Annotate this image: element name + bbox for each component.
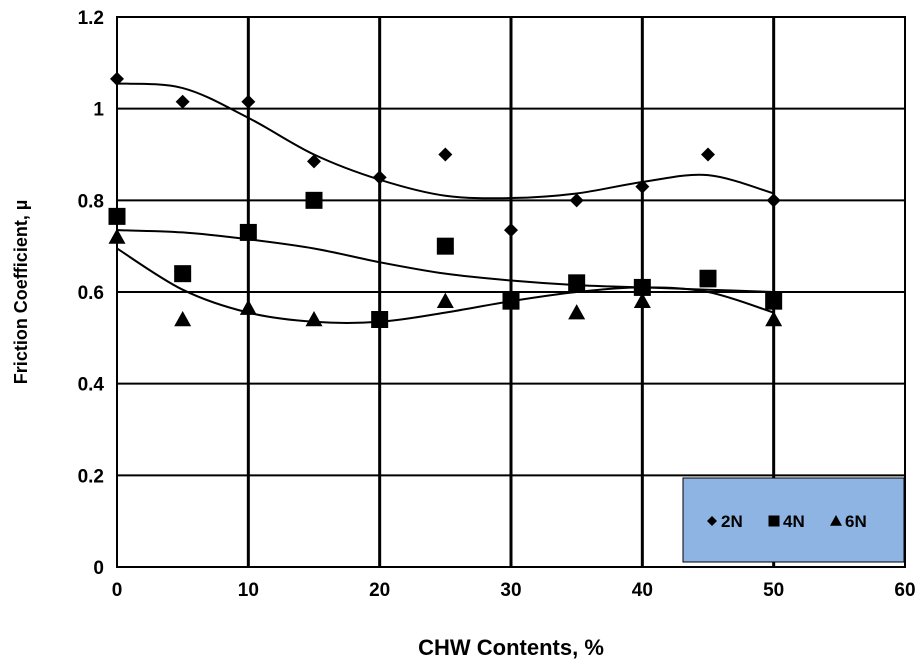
point-6n bbox=[174, 311, 192, 327]
point-6n bbox=[568, 304, 586, 320]
legend-label-4n: 4N bbox=[783, 512, 805, 531]
point-4n bbox=[568, 274, 586, 292]
point-4n bbox=[108, 207, 126, 225]
point-2n bbox=[635, 179, 650, 194]
legend-label-2n: 2N bbox=[721, 512, 743, 531]
trendline-6n bbox=[116, 247, 774, 324]
data-points bbox=[108, 71, 783, 328]
x-tick-label: 10 bbox=[238, 580, 259, 601]
y-axis-title: Friction Coefficient, µ bbox=[11, 200, 31, 384]
y-tick-label: 0.4 bbox=[78, 375, 105, 396]
point-6n bbox=[239, 299, 257, 315]
point-6n bbox=[765, 311, 783, 327]
x-tick-label: 40 bbox=[632, 580, 653, 601]
point-2n bbox=[175, 94, 190, 109]
y-tick-label: 0.2 bbox=[78, 466, 104, 487]
point-6n bbox=[699, 272, 717, 288]
point-2n bbox=[504, 223, 518, 238]
x-axis-title: CHW Contents, % bbox=[418, 635, 604, 660]
legend-marker-4n bbox=[768, 515, 780, 527]
legend-marker-2n bbox=[707, 516, 717, 526]
legend-box bbox=[682, 477, 905, 563]
trendline-2n bbox=[116, 82, 774, 200]
point-6n bbox=[108, 228, 126, 244]
y-tick-label: 1 bbox=[93, 100, 104, 121]
point-4n bbox=[765, 292, 783, 310]
point-2n bbox=[569, 193, 584, 208]
point-2n bbox=[372, 170, 387, 185]
x-tick-label: 20 bbox=[369, 580, 390, 601]
point-6n bbox=[371, 311, 389, 327]
point-6n bbox=[633, 292, 651, 308]
y-tick-labels: 0 0.2 0.4 0.6 0.8 1 1.2 bbox=[78, 8, 105, 579]
point-4n bbox=[436, 237, 454, 255]
x-tick-label: 30 bbox=[500, 580, 521, 601]
point-4n bbox=[239, 223, 257, 241]
point-2n bbox=[110, 71, 124, 86]
x-tick-labels: 0 10 20 30 40 50 60 bbox=[112, 580, 916, 601]
y-tick-label: 0.8 bbox=[78, 191, 104, 212]
point-2n bbox=[307, 154, 321, 169]
trendlines bbox=[116, 82, 774, 324]
legend-label-6n: 6N bbox=[845, 512, 867, 531]
point-4n bbox=[305, 191, 323, 209]
legend-marker-6n bbox=[830, 515, 842, 526]
x-tick-label: 50 bbox=[763, 580, 784, 601]
point-4n bbox=[633, 278, 651, 296]
point-2n bbox=[701, 147, 715, 162]
point-4n bbox=[174, 265, 192, 283]
point-6n bbox=[436, 292, 454, 308]
x-tick-label: 60 bbox=[894, 580, 915, 601]
x-tick-label: 0 bbox=[112, 580, 123, 601]
y-tick-label: 0.6 bbox=[78, 283, 104, 304]
plot-border bbox=[116, 16, 906, 568]
y-tick-label: 1.2 bbox=[78, 8, 104, 29]
legend: 2N 4N 6N bbox=[682, 477, 905, 563]
point-2n bbox=[241, 94, 256, 109]
point-2n bbox=[766, 193, 781, 208]
point-6n bbox=[502, 292, 520, 308]
point-2n bbox=[438, 147, 453, 162]
point-6n bbox=[305, 311, 323, 327]
y-tick-label: 0 bbox=[93, 558, 104, 579]
